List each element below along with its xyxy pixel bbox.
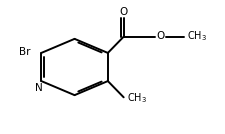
Text: O: O [119, 7, 127, 17]
Text: CH$_3$: CH$_3$ [186, 29, 206, 43]
Text: Br: Br [18, 47, 30, 57]
Text: N: N [35, 83, 42, 92]
Text: O: O [156, 31, 164, 41]
Text: CH$_3$: CH$_3$ [126, 92, 146, 105]
